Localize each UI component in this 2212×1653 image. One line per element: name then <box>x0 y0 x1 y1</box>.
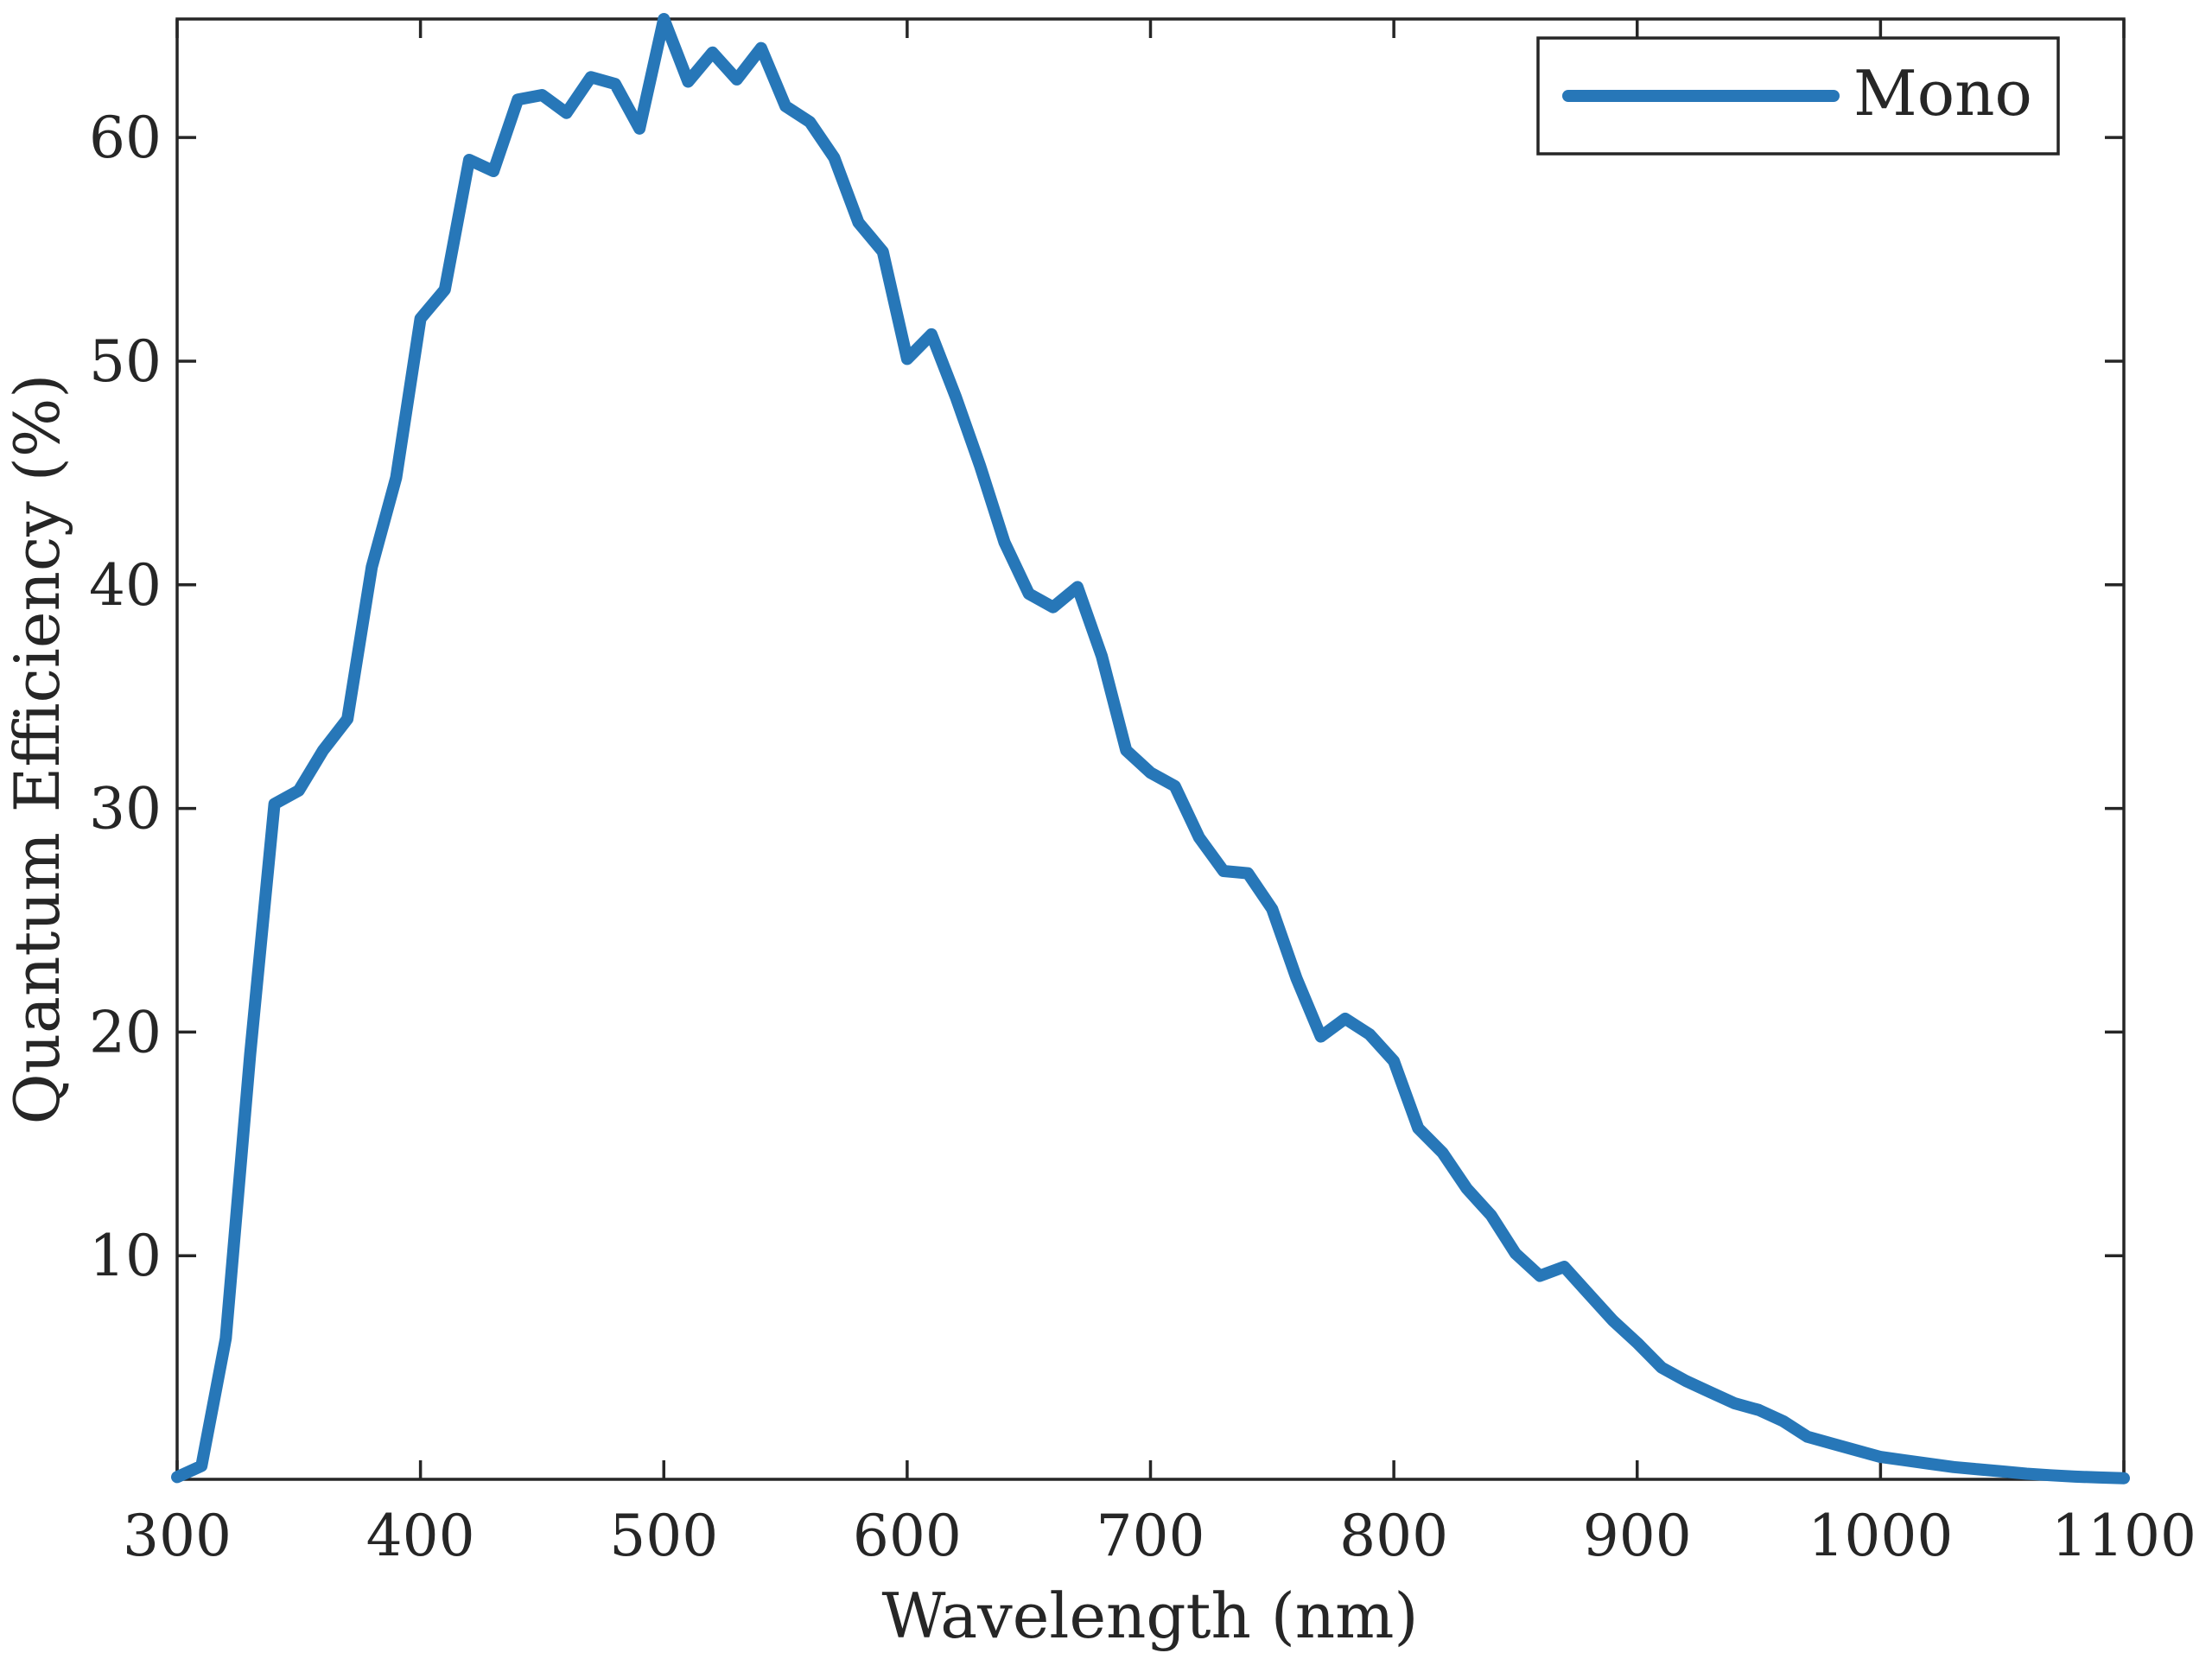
x-tick-label: 800 <box>1339 1503 1448 1569</box>
x-tick-label: 1000 <box>1808 1503 1953 1569</box>
x-tick-label: 900 <box>1583 1503 1692 1569</box>
x-axis-title: Wavelength (nm) <box>881 1580 1418 1652</box>
series-layer <box>171 13 2130 1485</box>
y-axis-title: Quantum Efficiency (%) <box>1 374 73 1125</box>
legend-label-mono: Mono <box>1853 57 2032 130</box>
x-tick-label: 700 <box>1096 1503 1205 1569</box>
x-tick-label: 500 <box>609 1503 718 1569</box>
plot-area-frame <box>175 17 2126 1481</box>
y-axis: 10 20 30 40 50 60 <box>89 105 2124 1289</box>
legend: Mono <box>1536 36 2060 156</box>
y-tick-label: 30 <box>89 776 162 842</box>
y-tick-label: 40 <box>89 552 162 619</box>
y-tick-label: 50 <box>89 328 162 395</box>
y-tick-label: 60 <box>89 105 162 171</box>
y-tick-label: 10 <box>89 1223 162 1289</box>
y-tick-label: 20 <box>89 999 162 1065</box>
series-line-mono <box>171 13 2130 1485</box>
x-tick-label: 1100 <box>2051 1503 2196 1569</box>
x-axis: 300 400 500 600 700 800 900 1000 1100 <box>123 19 2196 1569</box>
x-tick-label: 600 <box>853 1503 962 1569</box>
x-tick-label: 400 <box>366 1503 475 1569</box>
x-tick-label: 300 <box>123 1503 232 1569</box>
